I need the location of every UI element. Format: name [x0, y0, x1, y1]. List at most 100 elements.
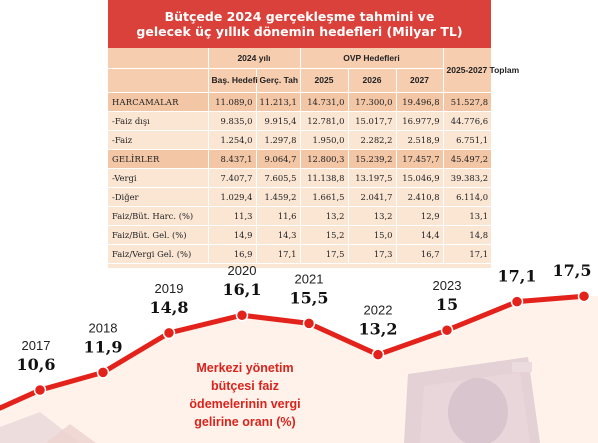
table-row-gelirler: GELİRLER 8.437,1 9.064,7 12.800,3 15.239,2 17…	[108, 149, 492, 169]
cell-value: 17,5	[299, 244, 348, 264]
value-label: 10,6	[17, 355, 56, 374]
cell-value: 16.977,9	[395, 111, 444, 131]
value-label: 17,1	[498, 267, 537, 286]
row-label: -Faiz dışı	[108, 111, 208, 131]
cell-value: 17,1	[442, 244, 492, 264]
cell-value: 9.915,4	[255, 111, 300, 131]
cell-value: 45.497,2	[442, 149, 492, 169]
budget-table: Bütçede 2024 gerçekleşme tahmini ve gele…	[108, 0, 519, 268]
cell-value: 13.197,5	[347, 168, 396, 188]
header-bas-hedefi: Baş. Hedefi	[207, 68, 258, 93]
cell-value: 2.282,2	[347, 130, 396, 150]
value-label: 15,5	[290, 288, 329, 307]
cell-value: 1.661,5	[299, 187, 348, 207]
cell-value: 17.300,0	[347, 92, 396, 112]
table-row-diger: -Diğer 1.029,4 1.459,2 1.661,5 2.041,7 2.410,…	[108, 187, 492, 207]
table-row-faiz-but-gel: Faiz/Büt. Gel. (%) 14,9 14,3 15,2 15,0 14,4 14…	[108, 225, 492, 245]
table-row-faiz: -Faiz 1.254,0 1.297,8 1.950,0 2.282,2 2.518,9…	[108, 130, 492, 150]
table-row-faiz-disi: -Faiz dışı 9.835,0 9.915,4 12.781,0 15.017,7…	[108, 111, 492, 131]
value-label: 11,9	[84, 337, 123, 356]
cell-value: 2.518,9	[395, 130, 444, 150]
chart-title-line: ödemelerinin vergi	[189, 397, 300, 411]
interest-ratio-chart: 20172018201920202021202220232024 GT2025 …	[0, 262, 598, 443]
chart-title-line: gelirine oranı (%)	[194, 415, 295, 429]
table-row-faiz-but-harc: Faiz/Büt. Harc. (%) 11,3 11,6 13,2 13,2 12,9 1…	[108, 206, 492, 226]
cell-value: 2.041,7	[347, 187, 396, 207]
header-2024: 2024 yılı	[207, 48, 300, 69]
row-label: -Faiz	[108, 130, 208, 150]
cell-value: 14,3	[255, 225, 300, 245]
row-label: Faiz/Vergi Gel. (%)	[108, 244, 208, 264]
header-row-groups: 2024 yılı OVP Hedefleri 2025-2027 Toplam	[108, 48, 519, 93]
cell-value: 13,2	[299, 206, 348, 226]
data-point-2019	[162, 326, 176, 340]
cell-value: 1.297,8	[255, 130, 300, 150]
table-body: HARCAMALAR 11.089,0 11.213,1 14.731,0 17.300…	[108, 92, 492, 264]
header-2027: 2027	[395, 68, 444, 93]
chart-title: Merkezi yönetim bütçesi faiz ödemelerinin …	[189, 361, 300, 429]
data-point-2023	[440, 323, 454, 337]
header-2025: 2025	[299, 68, 348, 93]
cell-value: 13,2	[347, 206, 396, 226]
cell-value: 19.496,8	[395, 92, 444, 112]
header-blank-2	[108, 68, 208, 93]
year-label: 2018	[89, 320, 118, 335]
data-point-2021	[302, 317, 316, 330]
cell-value: 11.138,8	[299, 168, 348, 188]
year-label: 2020	[228, 263, 257, 278]
value-label: 16,1	[223, 280, 262, 299]
cell-value: 15.017,7	[347, 111, 396, 131]
cell-value: 1.029,4	[207, 187, 256, 207]
cell-value: 14,8	[442, 225, 492, 245]
cell-value: 1.459,2	[255, 187, 300, 207]
row-label: Faiz/Büt. Gel. (%)	[108, 225, 208, 245]
table-title-line-1: Bütçede 2024 gerçekleşme tahmini ve	[164, 9, 435, 24]
table-row-harcamalar: HARCAMALAR 11.089,0 11.213,1 14.731,0 17.300…	[108, 92, 492, 112]
year-label: 2022	[364, 303, 393, 318]
value-label: 15	[436, 295, 458, 314]
year-label: 2021	[295, 271, 324, 286]
cell-value: 2.410,8	[395, 187, 444, 207]
cell-value: 15.046,9	[395, 168, 444, 188]
chart-title-line: bütçesi faiz	[211, 379, 279, 393]
cell-value: 15,2	[299, 225, 348, 245]
cell-value: 6.114,0	[442, 187, 492, 207]
table-title: Bütçede 2024 gerçekleşme tahmini ve gele…	[108, 0, 491, 48]
value-labels: 10,6 11,9 14,8 16,1 15,5 13,2 15 17,1 17,5	[17, 262, 592, 374]
markers	[33, 289, 591, 397]
cell-value: 6.751,1	[442, 130, 492, 150]
value-label: 13,2	[359, 320, 398, 339]
value-label: 14,8	[150, 298, 189, 317]
area-fill	[0, 296, 598, 443]
cell-value: 1.950,0	[299, 130, 348, 150]
cell-value: 7.407,7	[207, 168, 256, 188]
table-title-line-2: gelecek üç yıllık dönemin hedefleri (Mil…	[136, 24, 463, 39]
row-label: Faiz/Büt. Harc. (%)	[108, 206, 208, 226]
year-label: 2019	[155, 281, 184, 296]
cell-value: 14.731,0	[299, 92, 348, 112]
row-label: -Vergi	[108, 168, 208, 188]
data-point-2024-gt	[510, 295, 524, 308]
header-blank	[108, 48, 208, 69]
data-point-2020	[235, 308, 249, 322]
header-total: 2025-2027 Toplam	[442, 48, 519, 93]
budget-grid: 2024 yılı OVP Hedefleri 2025-2027 Toplam…	[108, 48, 519, 264]
value-label: 17,5	[553, 262, 592, 280]
cell-value: 17,3	[347, 244, 396, 264]
header-gerc-tah: Gerç. Tah	[255, 68, 300, 93]
cell-value: 13,1	[442, 206, 492, 226]
table-row-vergi: -Vergi 7.407,7 7.605,5 11.138,8 13.197,5 15.0…	[108, 168, 492, 188]
cell-value: 11.089,0	[207, 92, 256, 112]
series-line	[0, 293, 587, 411]
cell-value: 39.383,2	[442, 168, 492, 188]
cell-value: 15.239,2	[347, 149, 396, 169]
table-row-faiz-vergi-gel: Faiz/Vergi Gel. (%) 16,9 17,1 17,5 17,3 16,7 1…	[108, 244, 492, 264]
cell-value: 51.527,8	[442, 92, 492, 112]
row-label: -Diğer	[108, 187, 208, 207]
row-label: GELİRLER	[108, 149, 208, 169]
cell-value: 44.776,6	[442, 111, 492, 131]
cell-value: 9.835,0	[207, 111, 256, 131]
cell-value: 17.457,7	[395, 149, 444, 169]
cell-value: 12.800,3	[299, 149, 348, 169]
cell-value: 15,0	[347, 225, 396, 245]
